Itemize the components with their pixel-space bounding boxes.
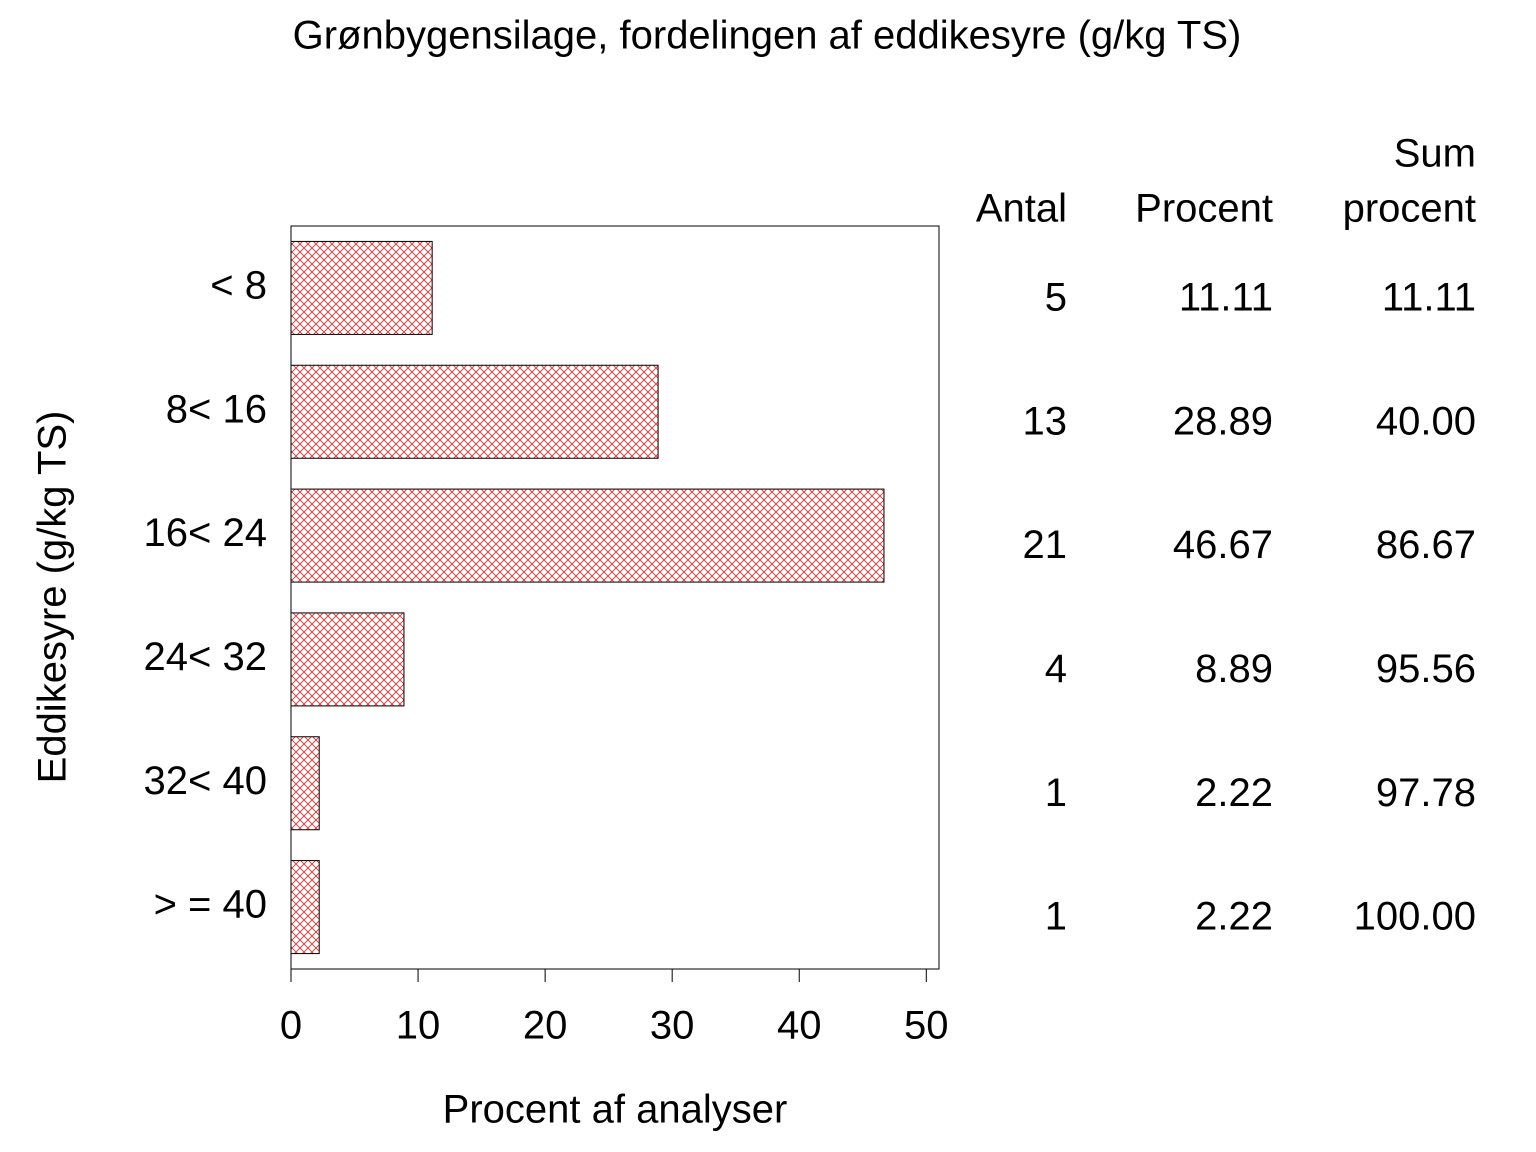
table-cumulative: 95.56 [1376, 647, 1476, 691]
x-tick-label: 50 [904, 1004, 949, 1048]
bar [290, 364, 659, 459]
table-header: Sum [1394, 132, 1476, 176]
y-axis-label: Eddikesyre (g/kg TS) [31, 411, 75, 784]
y-tick-label: > = 40 [154, 883, 267, 927]
table-percent: 11.11 [1179, 275, 1273, 319]
table-percent: 28.89 [1173, 399, 1273, 443]
table-cumulative: 97.78 [1376, 771, 1476, 815]
y-tick-label: < 8 [210, 263, 267, 307]
y-tick-label: 16< 24 [144, 511, 267, 555]
x-tick-label: 40 [777, 1004, 822, 1048]
table-percent: 8.89 [1195, 647, 1273, 691]
plot-frame [290, 225, 940, 970]
table-count: 5 [1045, 275, 1067, 319]
table-cumulative: 86.67 [1376, 523, 1476, 567]
x-tick-label: 0 [280, 1004, 302, 1048]
table-cumulative: 11.11 [1382, 275, 1476, 319]
table-cumulative: 40.00 [1376, 399, 1476, 443]
table-count: 13 [1023, 399, 1068, 443]
table-count: 21 [1023, 523, 1068, 567]
table-percent: 46.67 [1173, 523, 1273, 567]
chart-title: Grønbygensilage, fordelingen af eddikesy… [293, 14, 1242, 58]
x-axis-label: Procent af analyser [443, 1088, 788, 1132]
table-count: 4 [1045, 647, 1067, 691]
bar [290, 736, 320, 831]
table-count: 1 [1045, 895, 1067, 939]
x-tick-label: 30 [650, 1004, 695, 1048]
x-tick-label: 10 [396, 1004, 441, 1048]
bar [290, 488, 885, 583]
table-header: Procent [1135, 187, 1273, 231]
x-tick-label: 20 [523, 1004, 568, 1048]
bar [290, 612, 405, 707]
y-tick-label: 32< 40 [144, 759, 267, 803]
table-percent: 2.22 [1195, 771, 1273, 815]
table-count: 1 [1045, 771, 1067, 815]
bar [290, 860, 320, 955]
bar [290, 240, 433, 335]
y-tick-label: 24< 32 [144, 635, 267, 679]
table-header: procent [1343, 187, 1476, 231]
y-tick-label: 8< 16 [166, 387, 267, 431]
table-percent: 2.22 [1195, 895, 1273, 939]
table-cumulative: 100.00 [1354, 895, 1476, 939]
table-header: Antal [976, 187, 1067, 231]
